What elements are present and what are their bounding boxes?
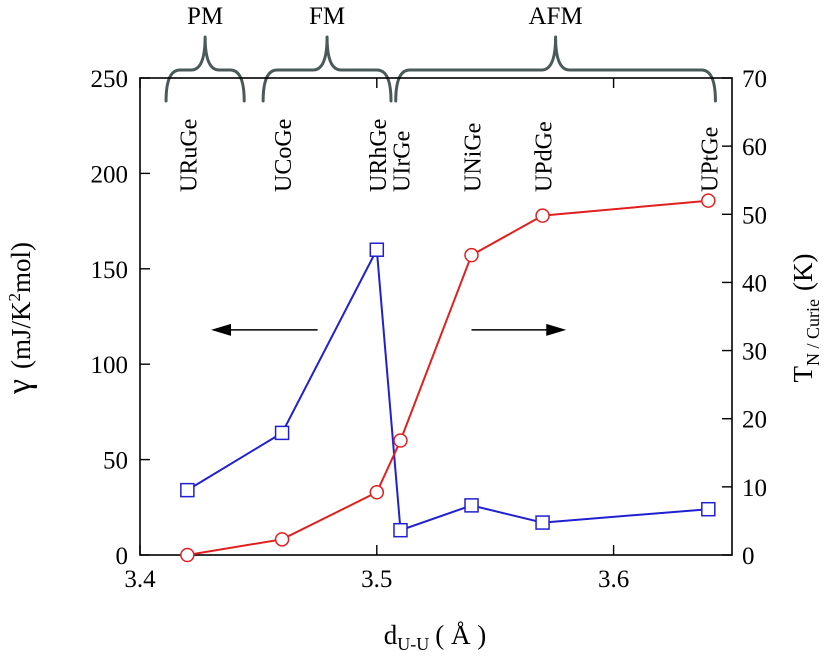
y-right-tick-label: 10: [742, 475, 767, 502]
axis-ticks: 3.4 3.5 3.6 0 50 100 150 200 250 0 10 20 30 40 50 60 70: [91, 66, 768, 593]
T_N_Curie-point: [369, 485, 385, 500]
y-left-tick-label: 100: [91, 352, 129, 379]
x-axis-title-base: d: [384, 620, 398, 650]
phase-brace-afm: [394, 35, 717, 103]
y-right-axis-title-sub: N / Curie: [803, 299, 823, 366]
y-right-tick-label: 20: [742, 407, 767, 434]
compound-label-uirge: UIrGe: [389, 131, 415, 192]
gamma-point: [393, 522, 408, 538]
y-left-axis-title-unit-sup: 2: [5, 293, 24, 302]
T_N_Curie-point: [535, 208, 550, 223]
y-right-axis-title-base: T: [788, 365, 818, 382]
phase-label-fm: FM: [309, 3, 345, 30]
x-tick-label: 3.5: [361, 566, 392, 593]
y-right-tick-label: 0: [742, 543, 755, 570]
plot-frame: [139, 77, 733, 556]
y-right-axis-title-unit: (K): [788, 254, 818, 291]
y-left-tick-label: 50: [103, 448, 128, 475]
gamma-point: [464, 498, 479, 513]
phase-brace-pm: [164, 35, 246, 103]
compound-label-ucoge: UCoGe: [271, 119, 297, 192]
y-right-tick-label: 40: [742, 270, 767, 297]
right-axis-arrow-head: [546, 323, 567, 336]
y-right-tick-label: 60: [742, 134, 767, 161]
gamma-point: [369, 242, 385, 257]
phase-braces: PM FM AFM: [164, 3, 717, 103]
gamma-point: [274, 425, 290, 441]
y-right-axis-title: TN / Curie (K): [788, 254, 823, 383]
gamma-point: [701, 501, 716, 517]
x-tick-label: 3.6: [598, 566, 629, 593]
y-left-axis-title-unit-b: mol): [6, 242, 36, 293]
x-axis-title: dU-U ( Å ): [384, 620, 486, 654]
y-left-tick-label: 250: [91, 66, 129, 93]
T_N_Curie-point: [701, 193, 716, 208]
left-axis-arrow-head: [211, 323, 232, 336]
gamma-point: [180, 482, 195, 498]
gamma-point: [535, 515, 550, 530]
x-axis-title-sub: U-U: [397, 634, 429, 654]
phase-label-pm: PM: [187, 3, 223, 30]
compound-label-uruge: URuGe: [176, 119, 202, 192]
y-left-tick-label: 200: [91, 161, 129, 188]
y-right-tick-label: 50: [742, 202, 767, 229]
x-axis-title-unit: ( Å ): [435, 620, 486, 650]
x-tick-label: 3.4: [124, 566, 156, 593]
compound-label-updge: UPdGe: [532, 121, 558, 192]
y-left-tick-label: 150: [91, 257, 129, 284]
T_N_Curie-point: [393, 433, 408, 448]
axis-arrows: [211, 323, 567, 336]
phase-brace-fm: [261, 35, 393, 103]
data-series: [180, 193, 716, 563]
T_N_Curie-point: [180, 547, 195, 563]
y-right-tick-label: 30: [742, 339, 767, 366]
y-left-axis-title-unit-a: (mJ/K: [6, 301, 36, 369]
T_N_Curie-point: [464, 247, 479, 263]
compound-label-urhge: URhGe: [366, 119, 392, 192]
y-left-axis-title-symbol: γ: [1, 379, 38, 395]
compound-label-uptge: UPtGe: [697, 127, 723, 192]
y-left-tick-label: 0: [116, 543, 129, 570]
T_N_Curie-point: [274, 532, 290, 547]
compound-label-unige: UNiGe: [461, 123, 487, 192]
y-left-axis-title: γ (mJ/K2mol): [1, 242, 38, 395]
phase-label-afm: AFM: [528, 3, 582, 30]
y-right-tick-label: 70: [742, 66, 767, 93]
